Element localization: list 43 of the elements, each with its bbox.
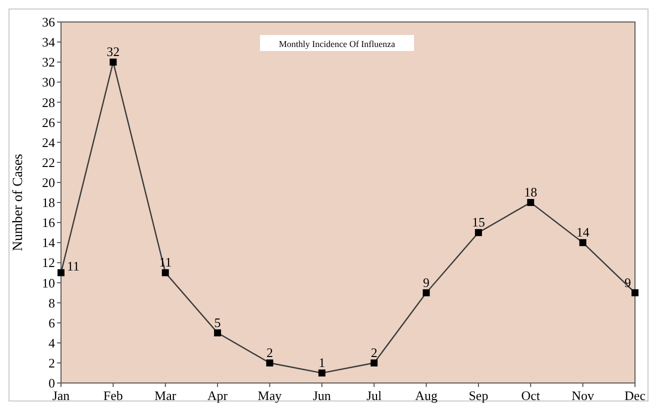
- y-tick-label: 36: [42, 14, 56, 30]
- y-tick-label: 4: [48, 335, 56, 350]
- text: Monthly Incidence Of Influenza: [278, 39, 396, 49]
- y-tick-label: 8: [48, 295, 55, 310]
- data-label: 18: [524, 184, 538, 200]
- data-label: 9: [423, 274, 430, 290]
- y-tick-label: 10: [42, 275, 55, 290]
- y-tick-label: 26: [42, 114, 56, 130]
- data-label: 14: [576, 224, 590, 240]
- x-tick-label: Dec: [624, 388, 646, 403]
- y-tick-label: 18: [42, 195, 55, 210]
- y-tick-label: 16: [42, 215, 56, 230]
- y-tick-label: 2: [48, 355, 55, 370]
- x-tick-label: Oct: [521, 388, 540, 403]
- x-tick-label: Feb: [103, 388, 123, 403]
- data-label: 1: [318, 354, 326, 370]
- data-label: 2: [266, 344, 273, 360]
- x-tick-label: Nov: [572, 388, 595, 403]
- y-tick-label: 28: [42, 94, 55, 110]
- data-label: 2: [370, 344, 378, 360]
- y-tick-label: 6: [48, 315, 56, 330]
- data-label: 11: [67, 258, 80, 274]
- y-tick-label: 34: [42, 34, 56, 50]
- x-tick-label: Jul: [366, 388, 382, 403]
- data-label: 32: [106, 44, 120, 60]
- y-tick-label: 14: [42, 235, 56, 250]
- y-tick-label: 30: [42, 74, 55, 90]
- y-tick-label: 32: [42, 54, 55, 70]
- y-tick-label: 12: [42, 255, 55, 270]
- data-label: 15: [472, 214, 485, 230]
- y-tick-label: 22: [42, 154, 55, 170]
- x-tick-label: May: [258, 388, 282, 403]
- x-tick-label: Sep: [468, 388, 488, 403]
- x-tick-label: Jan: [52, 388, 70, 403]
- x-tick-label: Apr: [207, 388, 228, 403]
- y-tick-label: 20: [42, 174, 55, 190]
- x-tick-label: Aug: [415, 388, 438, 403]
- x-tick-label: Mar: [154, 388, 177, 403]
- data-label: 5: [214, 314, 221, 330]
- y-tick-label: 0: [48, 376, 55, 391]
- y-axis-title: Number of Cases: [11, 154, 26, 252]
- y-tick-label: 24: [42, 134, 56, 150]
- x-tick-label: Jun: [312, 388, 332, 403]
